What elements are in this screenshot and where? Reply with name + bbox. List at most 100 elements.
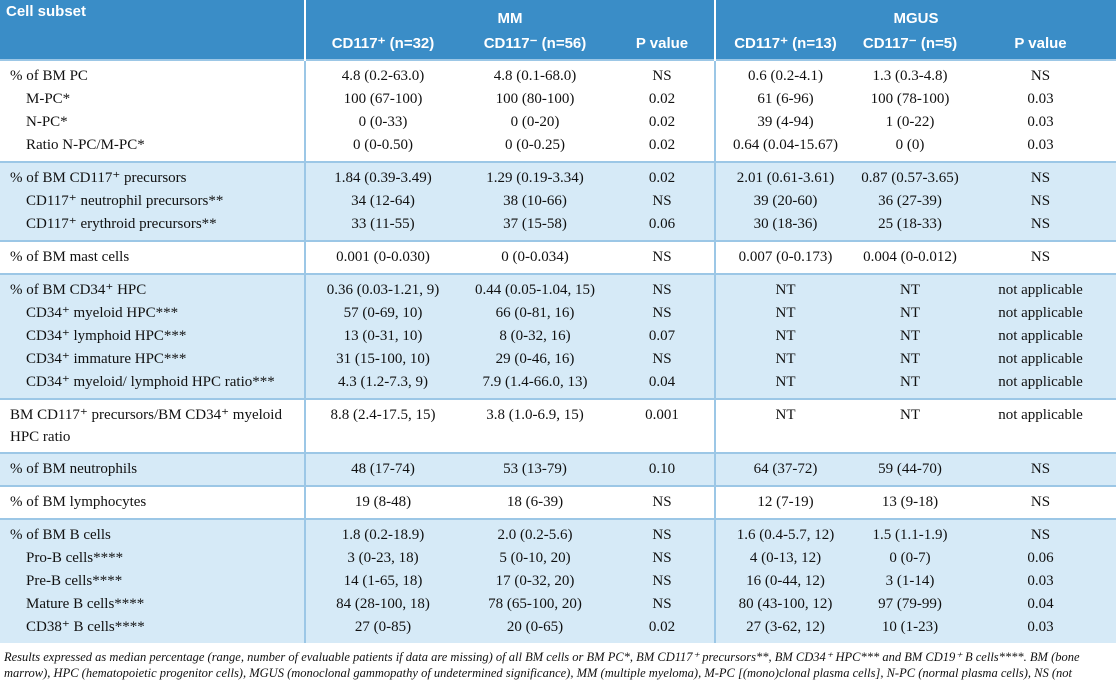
table-cell: 25 (18-33): [855, 213, 965, 241]
table-cell: 38 (10-66): [460, 190, 610, 213]
table-header: Cell subset MM MGUS CD117⁺ (n=32) CD117⁻ …: [0, 0, 1116, 60]
row-label: BM CD117⁺ precursors/BM CD34⁺ myeloid HP…: [10, 407, 282, 445]
table-row: Pre-B cells**** 14 (1-65, 18) 17 (0-32, 20…: [0, 570, 1116, 593]
table-cell: NS: [965, 162, 1116, 190]
table-cell: 36 (27-39): [855, 190, 965, 213]
row-label: % of BM PC: [10, 68, 88, 84]
table-cell: 97 (79-99): [855, 593, 965, 616]
table-cell: NT: [714, 348, 855, 371]
table-cell: 4.3 (1.2-7.3, 9): [304, 371, 460, 399]
table-cell: 0.02: [648, 114, 676, 130]
table-row: Pro-B cells**** 3 (0-23, 18) 5 (0-10, 20) N…: [0, 547, 1116, 570]
table-cell: NS: [610, 593, 715, 616]
header-row: CD117⁺ (n=32) CD117⁻ (n=56) P value CD117⁺ …: [0, 27, 1116, 60]
table-cell: 0.001: [645, 407, 679, 423]
table-row: Ratio N-PC/M-PC* 0 (0-0.50) 0 (0-0.25) 0.02…: [0, 134, 1116, 162]
table-cell: 0.03: [965, 570, 1116, 593]
table-cell: 53 (13-79): [460, 453, 610, 486]
table-cell: NS: [610, 274, 715, 302]
table-cell: 61 (6-96): [714, 88, 855, 111]
table-cell: 18 (6-39): [506, 494, 564, 510]
table-cell: 34 (12-64): [304, 190, 460, 213]
table-row: CD38⁺ B cells**** 27 (0-85) 20 (0-65) 0.02 2…: [0, 616, 1116, 643]
table-cell: 1.3 (0.3-4.8): [872, 68, 948, 84]
table-cell: NS: [965, 453, 1116, 486]
header-cell: [0, 27, 305, 60]
table-cell: 3 (1-14): [855, 570, 965, 593]
table-cell: 66 (0-81, 16): [460, 302, 610, 325]
table-cell: 3.8 (1.0-6.9, 15): [486, 407, 584, 423]
header-title: Cell subset: [0, 0, 305, 27]
row-label: Pro-B cells****: [0, 547, 305, 570]
row-label: % of BM CD34⁺ HPC: [0, 274, 305, 302]
table-cell: 57 (0-69, 10): [304, 302, 460, 325]
table-row: Mature B cells**** 84 (28-100, 18) 78 (65-…: [0, 593, 1116, 616]
table-cell: 16 (0-44, 12): [714, 570, 855, 593]
table-cell: 59 (44-70): [855, 453, 965, 486]
table-cell: 0 (0-0.034): [501, 249, 569, 265]
table-cell: NT: [855, 274, 965, 302]
table-cell: 1.84 (0.39-3.49): [304, 162, 460, 190]
table-cell: 0 (0-7): [855, 547, 965, 570]
table-cell: 0.06: [610, 213, 715, 241]
table-cell: not applicable: [965, 274, 1116, 302]
table-cell: 84 (28-100, 18): [304, 593, 460, 616]
table-row: CD117⁺ erythroid precursors** 33 (11-55) 3…: [0, 213, 1116, 241]
table-cell: NT: [855, 371, 965, 399]
table-cell: 2.01 (0.61-3.61): [714, 162, 855, 190]
table-cell: NS: [965, 190, 1116, 213]
row-label: CD34⁺ lymphoid HPC***: [0, 325, 305, 348]
table-row: % of BM CD117⁺ precursors 1.84 (0.39-3.49…: [0, 162, 1116, 190]
table-row: % of BM lymphocytes 19 (8-48) 18 (6-39) NS 1…: [0, 486, 1116, 519]
table-cell: 31 (15-100, 10): [304, 348, 460, 371]
table-cell: 1.29 (0.19-3.34): [460, 162, 610, 190]
column-header: CD117⁺ (n=13): [714, 27, 855, 60]
table-cell: 0 (0-0.50): [304, 134, 460, 162]
table-cell: NT: [900, 407, 920, 423]
table-section: BM CD117⁺ precursors/BM CD34⁺ myeloid HP…: [0, 399, 1116, 453]
table-row: CD34⁺ lymphoid HPC*** 13 (0-31, 10) 8 (0-3…: [0, 325, 1116, 348]
table-cell: NS: [1030, 68, 1051, 84]
table-cell: NS: [610, 547, 715, 570]
table-cell: 0.03: [1027, 137, 1054, 153]
table-cell: 13 (9-18): [881, 494, 939, 510]
table-row: % of BM PC 4.8 (0.2-63.0) 4.8 (0.1-68.0) NS…: [0, 60, 1116, 88]
table-cell: 17 (0-32, 20): [460, 570, 610, 593]
row-label: % of BM CD117⁺ precursors: [0, 162, 305, 190]
table-row: % of BM CD34⁺ HPC 0.36 (0.03-1.21, 9) 0.44…: [0, 274, 1116, 302]
table-cell: not applicable: [965, 302, 1116, 325]
table-cell: 0.03: [965, 616, 1116, 643]
table-cell: 0 (0): [895, 137, 925, 153]
table-cell: NS: [965, 213, 1116, 241]
table-cell: 27 (0-85): [304, 616, 460, 643]
table-cell: 1.6 (0.4-5.7, 12): [714, 519, 855, 547]
table-cell: NS: [610, 519, 715, 547]
table-row: N-PC* 0 (0-33) 0 (0-20) 0.02 39 (4-94) 1 (0-2…: [0, 111, 1116, 134]
table-section: % of BM mast cells 0.001 (0-0.030) 0 (0-0.…: [0, 241, 1116, 274]
table-cell: NS: [1030, 494, 1051, 510]
table-cell: 0.02: [648, 137, 676, 153]
table-cell: 0.87 (0.57-3.65): [855, 162, 965, 190]
table-section: % of BM CD34⁺ HPC 0.36 (0.03-1.21, 9) 0.44…: [0, 274, 1116, 399]
table-cell: 0.06: [965, 547, 1116, 570]
column-header: P value: [965, 27, 1116, 60]
table-cell: NT: [855, 325, 965, 348]
row-label: % of BM lymphocytes: [10, 494, 147, 510]
table-cell: not applicable: [965, 348, 1116, 371]
column-header: P value: [610, 27, 715, 60]
table-cell: 100 (78-100): [870, 91, 950, 107]
table-section: % of BM PC 4.8 (0.2-63.0) 4.8 (0.1-68.0) NS…: [0, 60, 1116, 162]
row-label: CD117⁺ neutrophil precursors**: [0, 190, 305, 213]
table-cell: NT: [714, 274, 855, 302]
table-cell: 4 (0-13, 12): [714, 547, 855, 570]
table-cell: 100 (80-100): [495, 91, 575, 107]
table-cell: NT: [855, 348, 965, 371]
table-cell: NS: [965, 519, 1116, 547]
table-cell: 13 (0-31, 10): [304, 325, 460, 348]
column-header: CD117⁻ (n=5): [855, 27, 965, 60]
table-cell: 100 (67-100): [304, 88, 460, 111]
table-cell: 0.02: [648, 91, 676, 107]
table-cell: 1 (0-22): [885, 114, 935, 130]
table-cell: 29 (0-46, 16): [460, 348, 610, 371]
table-cell: 0 (0-20): [510, 114, 560, 130]
